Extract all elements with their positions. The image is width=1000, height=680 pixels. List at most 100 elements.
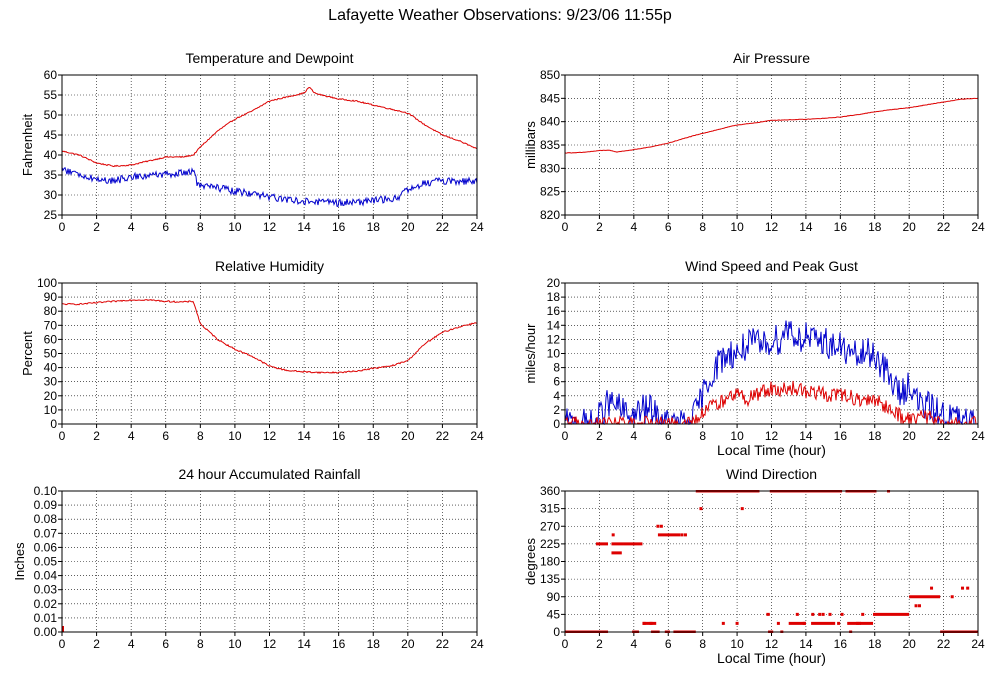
y-tick-label: 850: [540, 68, 560, 82]
chart-grid: [62, 491, 477, 632]
y-tick-label: 8: [553, 361, 560, 375]
x-tick-label: 14: [799, 220, 813, 234]
y-tick-label: 0.09: [34, 498, 58, 512]
x-tick-label: 2: [596, 637, 603, 651]
plot-frame: [61, 282, 478, 425]
y-tick-label: 50: [44, 347, 58, 361]
x-tick-label: 24: [470, 429, 484, 443]
x-tick-label: 2: [93, 637, 100, 651]
direction-point: [917, 604, 921, 608]
x-tick-label: 8: [197, 637, 204, 651]
series-line-0: [62, 86, 477, 168]
y-tick-label: 12: [547, 332, 561, 346]
y-tick-label: 20: [547, 276, 561, 290]
direction-run: [595, 542, 609, 546]
direction-point: [649, 621, 653, 625]
x-tick-label: 4: [128, 637, 135, 651]
x-tick-label: 2: [596, 220, 603, 234]
x-tick-label: 10: [228, 429, 242, 443]
direction-point: [811, 612, 815, 616]
y-tick-label: 55: [44, 88, 58, 102]
y-tick-label: 0: [553, 625, 560, 639]
x-tick-label: 12: [765, 637, 779, 651]
y-tick-label: 0.08: [34, 512, 58, 526]
x-tick-label: 22: [436, 429, 450, 443]
x-tick-label: 10: [228, 637, 242, 651]
chart-title: Air Pressure: [733, 50, 810, 66]
x-axis-label: Local Time (hour): [717, 442, 826, 458]
direction-point: [837, 621, 841, 625]
chart-grid: [62, 75, 477, 215]
direction-point: [840, 612, 844, 616]
x-tick-label: 6: [665, 429, 672, 443]
chart-title: Wind Speed and Peak Gust: [685, 258, 858, 274]
series-line-1: [565, 380, 978, 425]
y-tick-label: 135: [540, 572, 560, 586]
y-tick-label: 90: [547, 590, 561, 604]
direction-run: [788, 621, 806, 625]
x-tick-label: 18: [868, 220, 882, 234]
x-tick-label: 10: [730, 220, 744, 234]
direction-point: [699, 507, 703, 511]
x-tick-label: 18: [367, 637, 381, 651]
y-tick-label: 6: [553, 375, 560, 389]
x-tick-label: 16: [834, 637, 848, 651]
y-tick-label: 45: [547, 607, 561, 621]
x-tick-label: 0: [59, 637, 66, 651]
direction-point: [802, 621, 806, 625]
chart-title: Relative Humidity: [215, 258, 324, 274]
plot-area: [62, 299, 477, 374]
y-tick-label: 80: [44, 304, 58, 318]
x-tick-label: 2: [93, 220, 100, 234]
x-tick-label: 16: [834, 220, 848, 234]
x-tick-label: 8: [699, 429, 706, 443]
direction-point: [861, 612, 865, 616]
chart-grid: [565, 283, 978, 424]
x-tick-label: 0: [562, 220, 569, 234]
direction-run: [811, 621, 836, 625]
x-tick-label: 22: [937, 220, 951, 234]
x-tick-label: 2: [596, 429, 603, 443]
y-axis-label: Fahrenheit: [20, 114, 35, 177]
direction-point: [821, 612, 825, 616]
plot-frame: [61, 74, 478, 216]
direction-run: [611, 551, 622, 555]
x-tick-label: 16: [332, 220, 346, 234]
chart-grid: [62, 283, 477, 424]
plot-frame: [61, 490, 478, 633]
direction-point: [776, 621, 780, 625]
x-tick-label: 6: [162, 220, 169, 234]
x-tick-label: 24: [971, 220, 985, 234]
direction-point: [611, 533, 615, 537]
x-tick-label: 16: [332, 429, 346, 443]
x-tick-label: 16: [332, 637, 346, 651]
y-axis-label: Inches: [12, 542, 27, 581]
y-tick-label: 830: [540, 161, 560, 175]
y-tick-label: 0.07: [34, 526, 58, 540]
x-tick-label: 22: [937, 637, 951, 651]
y-tick-label: 40: [44, 148, 58, 162]
x-tick-label: 20: [401, 429, 415, 443]
series-line-1: [62, 166, 477, 208]
chart-grid: [565, 491, 978, 632]
y-tick-label: 225: [540, 537, 560, 551]
plot-frame: [564, 282, 979, 425]
direction-point: [683, 533, 687, 537]
y-tick-label: 10: [44, 403, 58, 417]
series-line-0: [62, 299, 477, 374]
y-tick-label: 0: [50, 417, 57, 431]
y-tick-label: 30: [44, 375, 58, 389]
y-tick-label: 30: [44, 188, 58, 202]
y-tick-label: 315: [540, 502, 560, 516]
x-tick-label: 22: [436, 220, 450, 234]
x-tick-label: 24: [971, 429, 985, 443]
rain-marker: [62, 626, 64, 632]
y-tick-label: 820: [540, 208, 560, 222]
direction-point: [828, 612, 832, 616]
y-tick-label: 45: [44, 128, 58, 142]
direction-run: [766, 612, 770, 616]
direction-point: [818, 612, 822, 616]
y-tick-label: 18: [547, 290, 561, 304]
